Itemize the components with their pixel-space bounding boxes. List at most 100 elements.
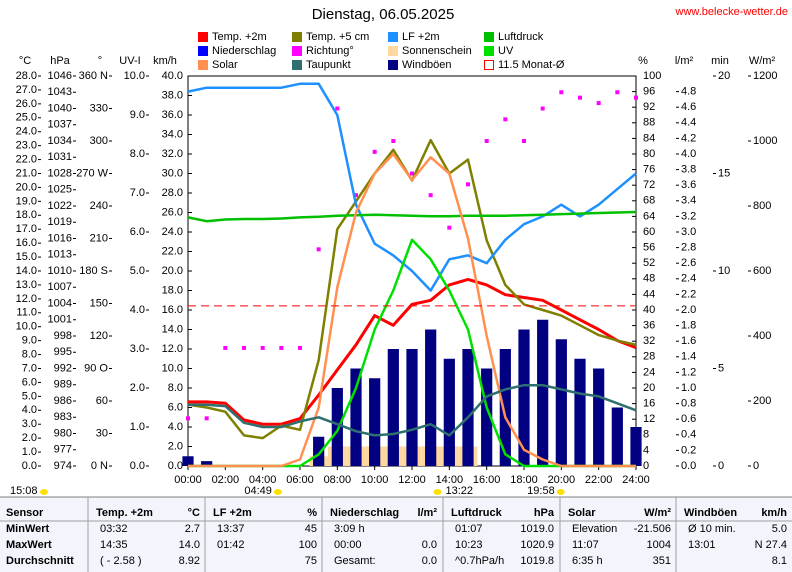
- table-cell: 01:42: [217, 539, 245, 551]
- y-tick-label: 64: [643, 210, 655, 222]
- sun-marker: [40, 489, 48, 495]
- point: [484, 139, 489, 143]
- sun-label: 19:58: [527, 485, 555, 497]
- bar: [537, 319, 549, 466]
- series-line: [188, 277, 637, 426]
- y-tick-label: 48: [643, 273, 655, 285]
- bar: [518, 329, 530, 466]
- y-tick-label: 100: [643, 70, 661, 82]
- point: [260, 345, 265, 350]
- y-tick-label: 27.0: [16, 84, 37, 96]
- y-tick-label: 7.0: [22, 362, 37, 374]
- bar: [425, 329, 437, 466]
- y-tick-label: 4.0: [168, 421, 183, 433]
- y-tick-label: 270 W: [76, 167, 108, 179]
- y-tick-label: 0: [643, 460, 649, 472]
- table-cell: 03:32: [100, 523, 128, 535]
- point: [316, 247, 321, 252]
- legend-label: Solar: [212, 59, 238, 71]
- y-tick-label: 26.0: [162, 206, 183, 218]
- day-length: 15:08: [10, 485, 38, 497]
- legend-swatch: [484, 60, 494, 70]
- y-tick-label: 25.0: [16, 112, 37, 124]
- point: [634, 95, 638, 100]
- y-tick-label: 1.0: [681, 382, 696, 394]
- table-cell: 1019.0: [520, 523, 554, 535]
- y-tick-label: 1.6: [681, 335, 696, 347]
- table-header: Temp. +2m: [96, 507, 153, 519]
- x-tick-label: 00:00: [174, 474, 202, 486]
- y-tick-label: 1034: [48, 135, 72, 147]
- table-cell: ^0.7hPa/h: [455, 555, 504, 567]
- table-cell: 13:01: [688, 539, 716, 551]
- source: www.belecke-wetter.de: [675, 6, 789, 18]
- y-tick-label: 15: [718, 167, 730, 179]
- axis-title: °C: [19, 55, 31, 67]
- y-tick-label: 22.0: [162, 245, 183, 257]
- y-tick-label: 24: [643, 366, 655, 378]
- y-tick-label: 2.4: [681, 273, 696, 285]
- table-cell: Elevation: [572, 523, 617, 535]
- y-tick-label: 986: [54, 395, 72, 407]
- y-tick-label: 60: [96, 395, 108, 407]
- y-tick-label: 0.0: [22, 460, 37, 472]
- table-cell: 0.0: [422, 539, 437, 551]
- y-tick-label: 16: [643, 398, 655, 410]
- y-tick-label: 300: [90, 135, 108, 147]
- y-tick-label: 18.0: [16, 209, 37, 221]
- y-tick-label: 200: [753, 395, 771, 407]
- y-tick-label: 12.0: [16, 293, 37, 305]
- y-tick-label: 24.0: [162, 226, 183, 238]
- table-cell: ( - 2.58 ): [100, 555, 142, 567]
- y-tick-label: 2.2: [681, 288, 696, 300]
- x-tick-label: 14:00: [436, 474, 464, 486]
- table-cell: 6:35 h: [572, 555, 603, 567]
- y-tick-label: 4.0: [130, 304, 145, 316]
- y-tick-label: 1022: [48, 200, 72, 212]
- y-tick-label: 3.0: [681, 226, 696, 238]
- table-header: Windböen: [684, 507, 737, 519]
- legend-label: LF +2m: [402, 31, 440, 43]
- y-tick-label: 44: [643, 288, 655, 300]
- legend-label: Taupunkt: [306, 59, 351, 71]
- legend-swatch: [198, 32, 208, 42]
- table-row-label: MinWert: [6, 523, 50, 535]
- table-cell: 0.0: [422, 555, 437, 567]
- y-tick-label: 4.0: [22, 404, 37, 416]
- y-tick-label: 1013: [48, 249, 72, 261]
- legend-label: Richtung°: [306, 45, 354, 57]
- y-tick-label: 360 N: [79, 70, 108, 82]
- point: [615, 90, 620, 95]
- y-tick-label: 4.4: [681, 117, 696, 129]
- y-tick-label: 20.0: [16, 181, 37, 193]
- sun-label: 04:49: [244, 485, 272, 497]
- point: [204, 416, 209, 421]
- legend-label: UV: [498, 45, 514, 57]
- y-tick-label: 4.8: [681, 86, 696, 98]
- point: [354, 193, 358, 198]
- table-cell: 5.0: [772, 523, 787, 535]
- y-tick-label: 2.6: [681, 257, 696, 269]
- legend-swatch: [484, 46, 494, 56]
- legend-label: Temp. +5 cm: [306, 31, 369, 43]
- point: [428, 193, 433, 198]
- x-tick-label: 10:00: [361, 474, 389, 486]
- point: [447, 225, 452, 230]
- axis-title: %: [638, 55, 648, 67]
- y-tick-label: 30.0: [162, 167, 183, 179]
- table-cell: 45: [305, 523, 317, 535]
- legend-swatch: [292, 32, 302, 42]
- table-cell: 3:09 h: [334, 523, 365, 535]
- y-tick-label: 1.0: [130, 421, 145, 433]
- table-header: W/m²: [644, 507, 671, 519]
- y-tick-label: 1037: [48, 119, 72, 131]
- bar: [462, 349, 474, 466]
- y-tick-label: 56: [643, 242, 655, 254]
- point: [596, 101, 601, 106]
- bar: [499, 349, 511, 466]
- y-tick-label: 120: [90, 330, 108, 342]
- y-tick-label: 2.0: [22, 432, 37, 444]
- y-tick-label: 24.0: [16, 126, 37, 138]
